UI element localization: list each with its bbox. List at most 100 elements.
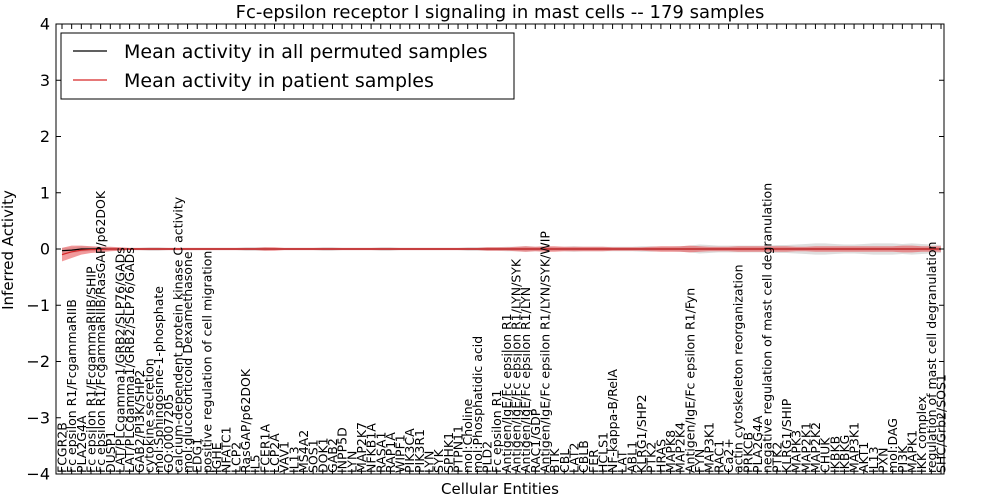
x-tick-label: DUSP1 [103,431,118,473]
x-tick-label: Antigen/IgE/Fc epsilon R1 [499,313,514,473]
x-tick-label: Ca2+ [721,438,736,473]
x-tick-label: RAC1/GDP [528,408,543,473]
x-tick-label: MS4A2 [296,430,311,473]
x-tick-label: PI3K [895,445,910,473]
y-tick-label: 2 [40,127,50,146]
y-tick-label: −4 [26,465,50,484]
x-tick-label: INPP5D [335,427,350,473]
x-tick-label: SHC/Grb2/SOS1 [934,374,949,473]
chart-title: Fc-epsilon receptor I signaling in mast … [236,2,765,23]
x-tick-label: Antigen/IgE/Fc epsilon R1/LYN/SYK [508,258,523,473]
x-tick-label: Fc epsilon R1/FcgammaRIIB/SHIP [83,266,98,473]
x-tick-label: PIK3CA [402,428,417,473]
legend-box [60,32,515,100]
x-tick-label: calcium-dependent protein kinase C activ… [170,196,185,473]
x-tick-label: GAB2/PI3K/SHP2 [132,370,147,473]
x-tick-label: Fc epsilon R1/FcgammaRIIB/RasGAP/p62DOK [93,190,108,473]
x-tick-label: mol:DAG [885,418,900,473]
y-tick-label: 0 [40,240,50,259]
x-tick-label: MAP2K7 [354,422,369,473]
legend-label-patient: Mean activity in patient samples [124,70,434,92]
x-tick-label: MAPK1 [905,430,920,473]
x-tick-label: WIPF1 [393,434,408,473]
x-tick-label: IL5 [248,454,263,473]
x-tick-label: MAPK8 [663,430,678,473]
x-tick-label: actin cytoskeleton reorganization [731,264,746,473]
x-tick-label: RAP1A [383,432,398,473]
series-line-patient [61,248,941,256]
x-tick-label: SOS1 [306,439,321,473]
x-tick-label: PXN [876,448,891,473]
x-tick-label: IKBKG [837,435,852,473]
x-tick-label: PTK2 [769,442,784,473]
x-tick-label: negative regulation of mast cell degranu… [760,183,775,473]
legend: Mean activity in all permuted samples Mea… [60,32,515,100]
x-tick-label: LCP2A [267,433,282,473]
x-tick-label: LCP2 [228,442,243,473]
x-tick-label: Antigen/IgE/Fc epsilon R1/LYN [518,287,533,473]
x-tick-label: PLA2G4A [750,415,765,473]
x-tick-label: DOK1 [315,437,330,473]
x-tick-label: NFKB1A [364,423,379,473]
x-tick-label: SPHK1 [441,432,456,473]
x-tick-label: mol:Choline [460,398,475,473]
x-tick-label: CBLB [576,440,591,473]
x-tick-label: PIK3R1 [412,429,427,473]
x-tick-label: PLA2G4A [74,415,89,473]
x-tick-label: FCGR2B [55,422,70,473]
x-tick-label: LAT/PLCgamma1/GRB2/SLP76/GADs [112,247,127,473]
x-tick-label: cytokine secretion [141,358,156,473]
y-tick-label: −1 [26,296,50,315]
x-tick-label: RASA1 [373,432,388,473]
x-tick-label: FER [586,449,601,473]
x-tick-label: IKBKB [827,436,842,473]
x-tick-label: IKK complex [914,396,929,473]
y-tick-label: −2 [26,352,50,371]
x-tick-label: FYN [692,449,707,473]
x-tick-label: Antigen/IgE/Fc epsilon R1/Fyn [682,288,697,473]
x-tick-label: KLRG1/SHP2 [634,394,649,473]
x-tick-label: RAC1 [711,440,726,473]
x-tick-label: VAV1 [277,441,292,473]
x-axis-label: Cellular Entities [441,480,559,498]
x-tick-label: CHUK [818,437,833,473]
x-tick-label: MAP2K2 [808,422,823,473]
x-tick-label: NF-kappa-B/RelA [605,369,620,473]
x-tick-label: GAB2 [325,438,340,473]
y-tick-label: 3 [40,71,50,90]
x-tick-label: Fc epsilon R1/FcgammaRIIB [64,299,79,473]
x-tick-label: PLD2 [480,441,495,473]
x-tick-label: HCLS1 [595,432,610,473]
x-tick-label: MAP2K4 [673,422,688,473]
x-tick-label: LYN [422,451,437,473]
x-tick-label: PTK2 [644,442,659,473]
x-tick-label: MAPK3 [789,430,804,473]
x-tick-label: SYK [431,448,446,473]
data-layer [61,243,941,262]
x-tick-label: Antigen/IgE/Fc epsilon R1/LYN/SYK/WIP [537,231,552,473]
x-tick-label: MAP2K1 [798,422,813,473]
x-tick-label: LAT/PLCgamma1/GRB2/SLP76/GADs [122,247,137,473]
x-tick-label: EDG1 [190,438,205,473]
x-tick-label: PTPN11 [451,425,466,473]
x-tick-label: BTK [547,448,562,473]
x-tick-label: CBL [557,449,572,473]
x-tick-label: regulation of mast cell degranulation [924,242,939,473]
x-tick-label: Fc epsilon R1 [489,390,504,473]
x-tick-label: ABL1 [624,441,639,473]
x-tick-label: mol:glucocorticoid Dexamethasone [180,251,195,473]
x-tick-label: RasGAP/p62DOK [238,368,253,473]
x-tick-label: mol:Phosphatidic acid [470,336,485,473]
y-tick-label: −3 [26,408,50,427]
y-tick-label: 4 [40,15,50,34]
x-tick-label: AKT1 [856,442,871,473]
x-tick-label: IL13 [286,446,301,473]
x-tick-label: mol:Sphingosine-1-phosphate [151,286,166,473]
y-axis-label: Inferred Activity [0,190,17,310]
x-tick-label: LAT [615,450,630,473]
x-tick-label: IL13 [866,446,881,473]
x-tick-label: LAT2 [566,443,581,473]
x-tick-label: GO:0007205 [161,394,176,473]
